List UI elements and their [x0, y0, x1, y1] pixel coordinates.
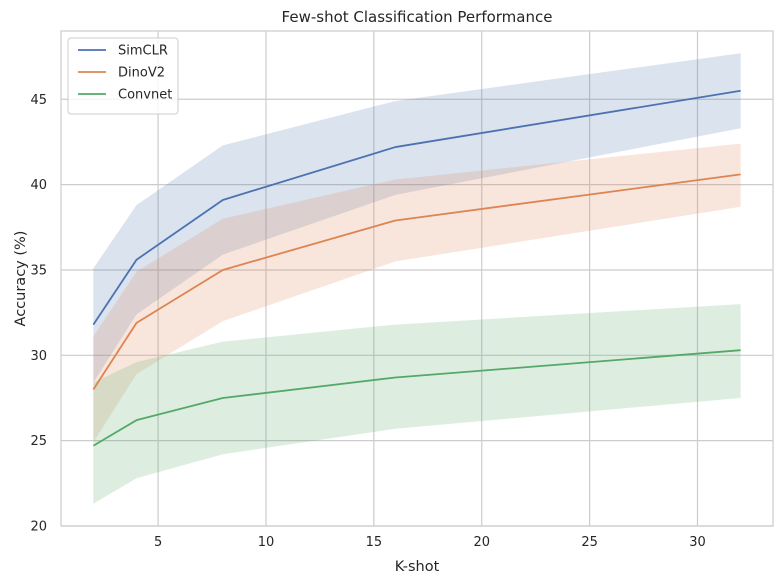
simclr-line	[92, 89, 741, 326]
gridlines	[61, 31, 773, 527]
convnet-confidence-band	[93, 304, 741, 504]
confidence-bands	[93, 53, 741, 504]
legend-box	[67, 37, 179, 115]
convnet-line	[92, 349, 741, 447]
y-tick-label: 20	[30, 520, 47, 535]
x-tick-label: 30	[689, 535, 706, 550]
simclr-legend-label: SimCLR	[118, 44, 168, 59]
legend: SimCLR DinoV2 Convnet	[67, 37, 179, 115]
y-tick-labels: 20 25 30 35 40 45	[30, 93, 47, 535]
y-tick-label: 40	[30, 178, 47, 193]
x-tick-label: 25	[581, 535, 598, 550]
legend-items: SimCLR DinoV2 Convnet	[78, 44, 172, 103]
y-axis-label: Accuracy (%)	[13, 231, 29, 327]
y-tick-label: 30	[30, 349, 47, 364]
simclr-confidence-band	[93, 53, 741, 383]
dinov2-legend-label: DinoV2	[118, 66, 165, 81]
series-lines	[92, 89, 741, 447]
y-tick-label: 25	[30, 434, 47, 449]
x-tick-label: 5	[154, 535, 162, 550]
dinov2-confidence-band	[93, 143, 741, 443]
axes-frame	[60, 30, 774, 527]
x-tick-label: 15	[366, 535, 383, 550]
dinov2-line	[92, 173, 741, 390]
chart-title: Few-shot Classification Performance	[282, 8, 553, 26]
x-tick-label: 10	[258, 535, 275, 550]
convnet-legend-label: Convnet	[118, 88, 172, 103]
y-tick-label: 45	[30, 93, 47, 108]
x-axis-label: K-shot	[395, 559, 440, 575]
x-tick-label: 20	[473, 535, 490, 550]
y-tick-label: 35	[30, 263, 47, 278]
x-tick-labels: 5 10 15 20 25 30	[154, 535, 706, 550]
